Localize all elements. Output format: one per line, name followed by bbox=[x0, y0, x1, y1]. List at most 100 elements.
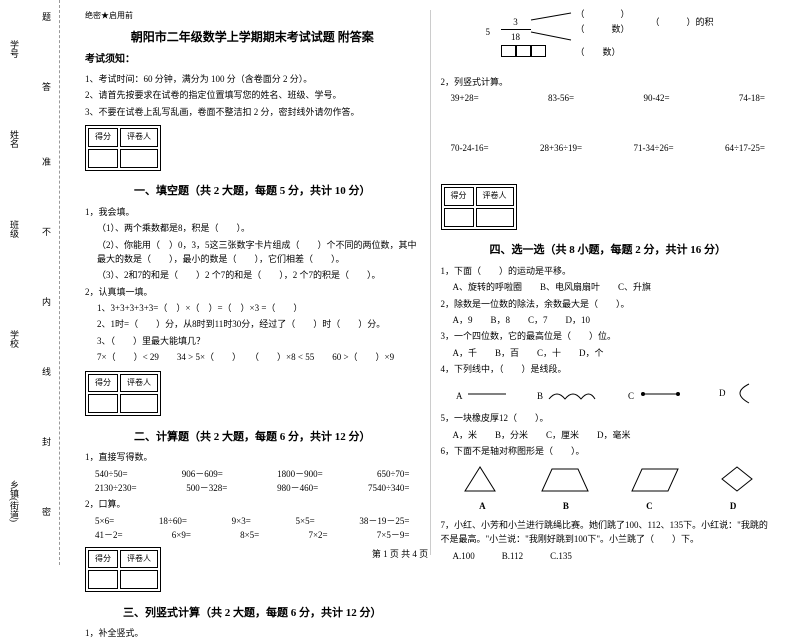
parallelogram-icon bbox=[630, 464, 680, 494]
margin-label-2: 班级 bbox=[8, 220, 21, 238]
s3-q1: 1，补全竖式。 bbox=[85, 626, 420, 640]
s1-q2-1: 1、3+3+3+3+3=（ ）×（ ）=（ ）×3 =（ ） bbox=[85, 301, 420, 315]
calc-cell: 74-18= bbox=[739, 91, 765, 105]
svg-text:B: B bbox=[537, 391, 543, 401]
s4-q3: 3，一个四位数，它的最高位是（ ）位。 bbox=[441, 329, 776, 343]
s4-q4: 4，下列线中，（ ）是线段。 bbox=[441, 362, 776, 376]
calc-cell: 7×5－9= bbox=[377, 528, 410, 542]
page-footer: 第 1 页 共 4 页 bbox=[0, 547, 800, 560]
svg-text:D: D bbox=[719, 388, 726, 398]
seal-char-7: 密 bbox=[42, 505, 51, 518]
exam-page: 学号 姓名 班级 学校 乡镇(街道) 题 答 准 不 内 线 封 密 绝密★启用… bbox=[0, 0, 800, 565]
exam-title: 朝阳市二年级数学上学期期末考试试题 附答案 bbox=[85, 28, 420, 47]
calc-cell: 5×6= bbox=[95, 514, 114, 528]
calc-cell: 71-34÷26= bbox=[634, 141, 674, 155]
rect-grid bbox=[501, 45, 546, 57]
frac-lbl3: （ ）的积 bbox=[651, 15, 714, 29]
s2-q2-row2: 41－2= 6×9= 8×5= 7×2= 7×5－9= bbox=[85, 528, 420, 542]
s4-q2: 2，除数是一位数的除法，余数最大是（ ）。 bbox=[441, 297, 776, 311]
s1-q1-1: （1）、两个乘数都是8，积是（ ）。 bbox=[85, 221, 420, 235]
frac-lbl2: （ 数） bbox=[576, 22, 630, 36]
calc-cell: 90-42= bbox=[643, 91, 669, 105]
r-q2-row1: 39+28= 83-56= 90-42= 74-18= bbox=[441, 91, 776, 105]
calc-cell: 5×5= bbox=[296, 514, 315, 528]
s4-q2-opts: A，9 B，8 C，7 D，10 bbox=[441, 313, 776, 327]
svg-text:C: C bbox=[628, 391, 634, 401]
calc-cell: 7540÷340= bbox=[368, 481, 410, 495]
s4-q6: 6，下面不是轴对称图形是（ ）。 bbox=[441, 444, 776, 458]
section-2-title: 二、计算题（共 2 大题，每题 6 分，共计 12 分） bbox=[85, 429, 420, 447]
seal-char-6: 封 bbox=[42, 435, 51, 448]
s2-q1-row2: 2130÷230= 500－328= 980－460= 7540÷340= bbox=[85, 481, 420, 495]
margin-label-4: 乡镇(街道) bbox=[8, 480, 21, 522]
calc-cell: 500－328= bbox=[186, 481, 227, 495]
seal-char-4: 内 bbox=[42, 295, 51, 308]
s4-q1-opts: A、旋转的呼啦圈 B、电风扇扇叶 C、升旗 bbox=[441, 280, 776, 294]
s4-q3-opts: A，千 B，百 C，十 D，个 bbox=[441, 346, 776, 360]
rater-label-2: 评卷人 bbox=[120, 374, 158, 393]
s4-q5: 5，一块橡皮厚12（ ）。 bbox=[441, 411, 776, 425]
s1-q1-2: （2）、你能用（ ）0，3，5这三张数字卡片组成（ ）个不同的两位数，其中最大的… bbox=[85, 238, 420, 267]
calc-cell: 650÷70= bbox=[377, 467, 410, 481]
r-q2-row2: 70-24-16= 28+36÷19= 71-34÷26= 64÷17-25= bbox=[441, 141, 776, 155]
calc-cell: 7×2= bbox=[308, 528, 327, 542]
fraction-diagram: 5 3 18 （ ） （ 数） （ ）的积 （ 数） bbox=[501, 10, 776, 60]
frac-lbl1: （ ） bbox=[576, 7, 630, 21]
symmetry-shapes bbox=[441, 464, 776, 494]
s4-q7: 7，小红、小芳和小兰进行跳绳比赛。她们跳了100、112、135下。小红说："我… bbox=[441, 518, 776, 547]
frac-lbl4: （ 数） bbox=[576, 45, 621, 59]
s1-q1: 1，我会填。 bbox=[85, 205, 420, 219]
calc-cell: 41－2= bbox=[95, 528, 123, 542]
label-b: B bbox=[563, 499, 569, 513]
shape-labels: A B C D bbox=[441, 499, 776, 513]
frac-num: 3 bbox=[501, 15, 531, 30]
notice-1: 1、考试时间：60 分钟，满分为 100 分（含卷面分 2 分）。 bbox=[85, 72, 420, 86]
notice-title: 考试须知： bbox=[85, 52, 420, 68]
notice-3: 3、不要在试卷上乱写乱画，卷面不整洁扣 2 分，密封线外请勿作答。 bbox=[85, 105, 420, 119]
diamond-icon bbox=[720, 464, 755, 494]
calc-cell: 9×3= bbox=[232, 514, 251, 528]
seal-char-3: 不 bbox=[42, 225, 51, 238]
s4-q5-opts: A，米 B，分米 C，厘米 D，毫米 bbox=[441, 428, 776, 442]
section-1-title: 一、填空题（共 2 大题，每题 5 分，共计 10 分） bbox=[85, 183, 420, 201]
s1-q1-3: （3）、2和7的和是（ ）2 个7的和是（ ），2 个7的积是（ ）。 bbox=[85, 268, 420, 282]
score-box-1: 得分评卷人 bbox=[85, 125, 161, 171]
s2-q1: 1，直接写得数。 bbox=[85, 450, 420, 464]
s2-q2: 2，口算。 bbox=[85, 497, 420, 511]
seal-char-1: 答 bbox=[42, 80, 51, 93]
triangle-icon bbox=[460, 464, 500, 494]
left-column: 绝密★启用前 朝阳市二年级数学上学期期末考试试题 附答案 考试须知： 1、考试时… bbox=[75, 10, 431, 555]
calc-cell: 1800－900= bbox=[277, 467, 323, 481]
trapezoid-icon bbox=[540, 464, 590, 494]
right-column: 5 3 18 （ ） （ 数） （ ）的积 （ 数） 2，列竖式计算。 bbox=[431, 10, 786, 555]
calc-cell: 906－609= bbox=[182, 467, 223, 481]
frac-den: 18 bbox=[501, 30, 531, 44]
line-shape-a: A bbox=[456, 384, 506, 404]
calc-cell: 83-56= bbox=[548, 91, 574, 105]
s1-q2: 2，认真填一填。 bbox=[85, 285, 420, 299]
score-label-2: 得分 bbox=[88, 374, 118, 393]
line-shape-b: B bbox=[537, 384, 597, 404]
calc-cell: 70-24-16= bbox=[451, 141, 489, 155]
calc-cell: 2130÷230= bbox=[95, 481, 137, 495]
margin-label-1: 姓名 bbox=[8, 130, 21, 148]
calc-cell: 540÷50= bbox=[95, 467, 128, 481]
s1-q2-3: 3、（ ）里最大能填几？ bbox=[85, 334, 420, 348]
s4-q1: 1，下面（ ）的运动是平移。 bbox=[441, 264, 776, 278]
notice-2: 2、请首先按要求在试卷的指定位置填写您的姓名、班级、学号。 bbox=[85, 88, 420, 102]
rater-label-4: 评卷人 bbox=[476, 187, 514, 206]
calc-cell: 28+36÷19= bbox=[540, 141, 582, 155]
label-a: A bbox=[479, 499, 486, 513]
confidential-label: 绝密★启用前 bbox=[85, 10, 420, 23]
line-shapes: A B C D bbox=[441, 381, 776, 406]
calc-cell: 18÷60= bbox=[159, 514, 187, 528]
line-shape-c: C bbox=[628, 384, 688, 404]
seal-char-0: 题 bbox=[42, 10, 51, 23]
calc-cell: 6×9= bbox=[172, 528, 191, 542]
s2-q2-row1: 5×6= 18÷60= 9×3= 5×5= 38－19－25= bbox=[85, 514, 420, 528]
seal-char-2: 准 bbox=[42, 155, 51, 168]
label-c: C bbox=[646, 499, 653, 513]
calc-cell: 38－19－25= bbox=[359, 514, 409, 528]
score-label-4: 得分 bbox=[444, 187, 474, 206]
line-shape-d: D bbox=[719, 381, 759, 406]
